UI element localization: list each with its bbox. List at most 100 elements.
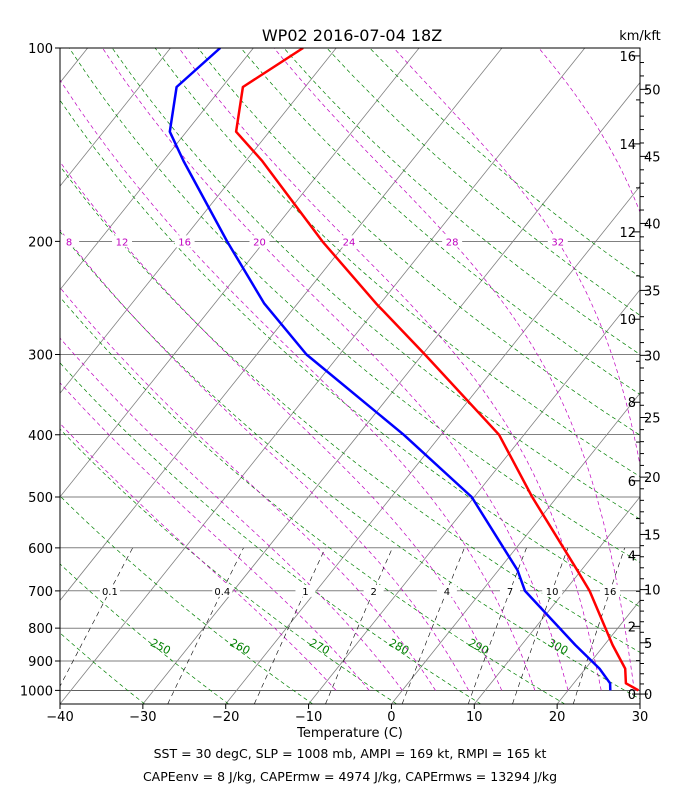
temperature-tick-label: 20 bbox=[549, 710, 566, 725]
dry-adiabat-line bbox=[60, 632, 145, 704]
mixing-ratio-label-bg bbox=[212, 584, 233, 597]
moist-adiabat-label: 16 bbox=[178, 237, 191, 248]
moist-adiabat-label: 24 bbox=[343, 237, 356, 248]
moist-adiabat-label: 12 bbox=[116, 237, 129, 248]
dry-adiabat-line bbox=[154, 48, 640, 478]
pressure-tick-label: 900 bbox=[28, 655, 53, 670]
moist-adiabat-label-bg bbox=[112, 235, 133, 248]
dry-adiabat-line bbox=[60, 702, 61, 704]
mixing-ratio-line bbox=[254, 547, 326, 704]
mixing-ratio-label-bg bbox=[363, 584, 384, 597]
km-kft-unit-label: km/kft bbox=[619, 29, 661, 44]
dry-adiabat-label: 280 bbox=[387, 636, 412, 657]
km-tick-label: 2 bbox=[628, 620, 636, 635]
km-tick-label: 8 bbox=[628, 396, 636, 411]
km-tick-label: 0 bbox=[628, 688, 636, 703]
temperature-tick-label: 0 bbox=[387, 710, 395, 725]
dry-adiabat-label: 290 bbox=[466, 636, 491, 657]
dry-adiabat-line bbox=[60, 428, 397, 704]
moist-adiabat-label-bg bbox=[249, 235, 270, 248]
dry-adiabat-line bbox=[326, 48, 640, 316]
pressure-tick-label: 600 bbox=[28, 542, 53, 557]
moist-adiabat-line bbox=[102, 48, 569, 691]
chart-title: WP02 2016-07-04 18Z bbox=[262, 26, 442, 45]
isotherm-line bbox=[391, 392, 640, 704]
pressure-tick-label: 200 bbox=[28, 235, 53, 250]
km-tick-label: 14 bbox=[619, 138, 636, 153]
mixing-ratio-line bbox=[572, 547, 625, 704]
moist-adiabat-label: 20 bbox=[253, 237, 266, 248]
isotherm-line bbox=[60, 48, 337, 394]
x-axis-label: Temperature (C) bbox=[296, 726, 403, 741]
moist-adiabat-line bbox=[60, 422, 337, 691]
isotherm-line bbox=[60, 48, 88, 84]
isotherm-line bbox=[473, 496, 640, 704]
mixing-ratio-label: 0.4 bbox=[214, 587, 230, 598]
pressure-tick-label: 300 bbox=[28, 348, 53, 363]
dry-adiabat-line bbox=[60, 563, 229, 704]
isotherm-line bbox=[60, 48, 171, 187]
kft-tick-label: 50 bbox=[644, 83, 661, 98]
moist-adiabat-label-bg bbox=[442, 235, 463, 248]
temperature-tick-label: −10 bbox=[295, 710, 322, 725]
isotherm-line bbox=[142, 81, 640, 704]
kft-tick-label: 10 bbox=[644, 584, 661, 599]
km-tick-label: 10 bbox=[619, 313, 636, 328]
moist-adiabat-line bbox=[60, 229, 469, 691]
isotherm-line bbox=[60, 48, 420, 498]
mixing-ratio-label-bg bbox=[436, 584, 457, 597]
mixing-ratio-label-bg bbox=[295, 584, 316, 597]
dry-adiabat-line bbox=[369, 48, 640, 278]
moist-adiabat-label-bg bbox=[547, 235, 568, 248]
dry-adiabat-line bbox=[60, 165, 640, 653]
kft-tick-label: 30 bbox=[644, 349, 661, 364]
moist-adiabat-label: 32 bbox=[551, 237, 564, 248]
isotherm-line bbox=[60, 48, 586, 704]
dry-adiabat-line bbox=[60, 495, 313, 704]
temperature-tick-label: 30 bbox=[632, 710, 649, 725]
plot-frame bbox=[59, 47, 641, 705]
mixing-ratio-line bbox=[401, 547, 465, 704]
pressure-tick-label: 400 bbox=[28, 429, 53, 444]
dry-adiabat-label: 270 bbox=[307, 636, 332, 657]
mixing-ratio-label-bg bbox=[99, 584, 120, 597]
kft-tick-label: 5 bbox=[644, 637, 652, 652]
dry-adiabat-label: 260 bbox=[228, 636, 253, 657]
mixing-ratio-label: 10 bbox=[546, 587, 559, 598]
isotherm-line bbox=[639, 703, 640, 704]
mixing-ratio-label-bg bbox=[500, 584, 521, 597]
pressure-tick-label: 100 bbox=[28, 42, 53, 57]
isotherm-line bbox=[60, 48, 503, 602]
km-tick-label: 16 bbox=[619, 50, 636, 65]
caption-line-2: CAPEenv = 8 J/kg, CAPErmw = 4974 J/kg, C… bbox=[142, 769, 558, 784]
moist-adiabat-label: 28 bbox=[446, 237, 459, 248]
kft-tick-label: 40 bbox=[644, 217, 661, 232]
pressure-tick-label: 500 bbox=[28, 491, 53, 506]
moist-adiabat-line bbox=[60, 161, 503, 691]
kft-tick-label: 0 bbox=[644, 688, 652, 703]
dry-adiabat-line bbox=[60, 362, 481, 704]
km-tick-label: 12 bbox=[619, 226, 636, 241]
pressure-tick-label: 1000 bbox=[20, 684, 53, 699]
mixing-ratio-label-bg bbox=[542, 584, 563, 597]
dry-adiabat-line bbox=[240, 48, 640, 395]
caption-line-1: SST = 30 degC, SLP = 1008 mb, AMPI = 169… bbox=[153, 746, 547, 761]
kft-tick-label: 15 bbox=[644, 528, 661, 543]
temperature-tick-label: −30 bbox=[129, 710, 156, 725]
mixing-ratio-line bbox=[325, 547, 393, 704]
dry-adiabat-line bbox=[60, 296, 565, 704]
kft-tick-label: 25 bbox=[644, 412, 661, 427]
km-tick-label: 6 bbox=[628, 475, 636, 490]
dry-adiabat-line bbox=[111, 48, 640, 520]
mixing-ratio-label: 7 bbox=[507, 587, 513, 598]
dry-adiabat-line bbox=[197, 48, 640, 436]
kft-tick-label: 45 bbox=[644, 150, 661, 165]
mixing-ratio-label: 4 bbox=[444, 587, 450, 598]
temperature-tick-label: −20 bbox=[212, 710, 239, 725]
mixing-ratio-label-bg bbox=[600, 584, 621, 597]
mixing-ratio-line bbox=[60, 547, 133, 687]
mixing-ratio-label: 0.1 bbox=[102, 587, 118, 598]
dry-adiabat-line bbox=[60, 99, 640, 608]
